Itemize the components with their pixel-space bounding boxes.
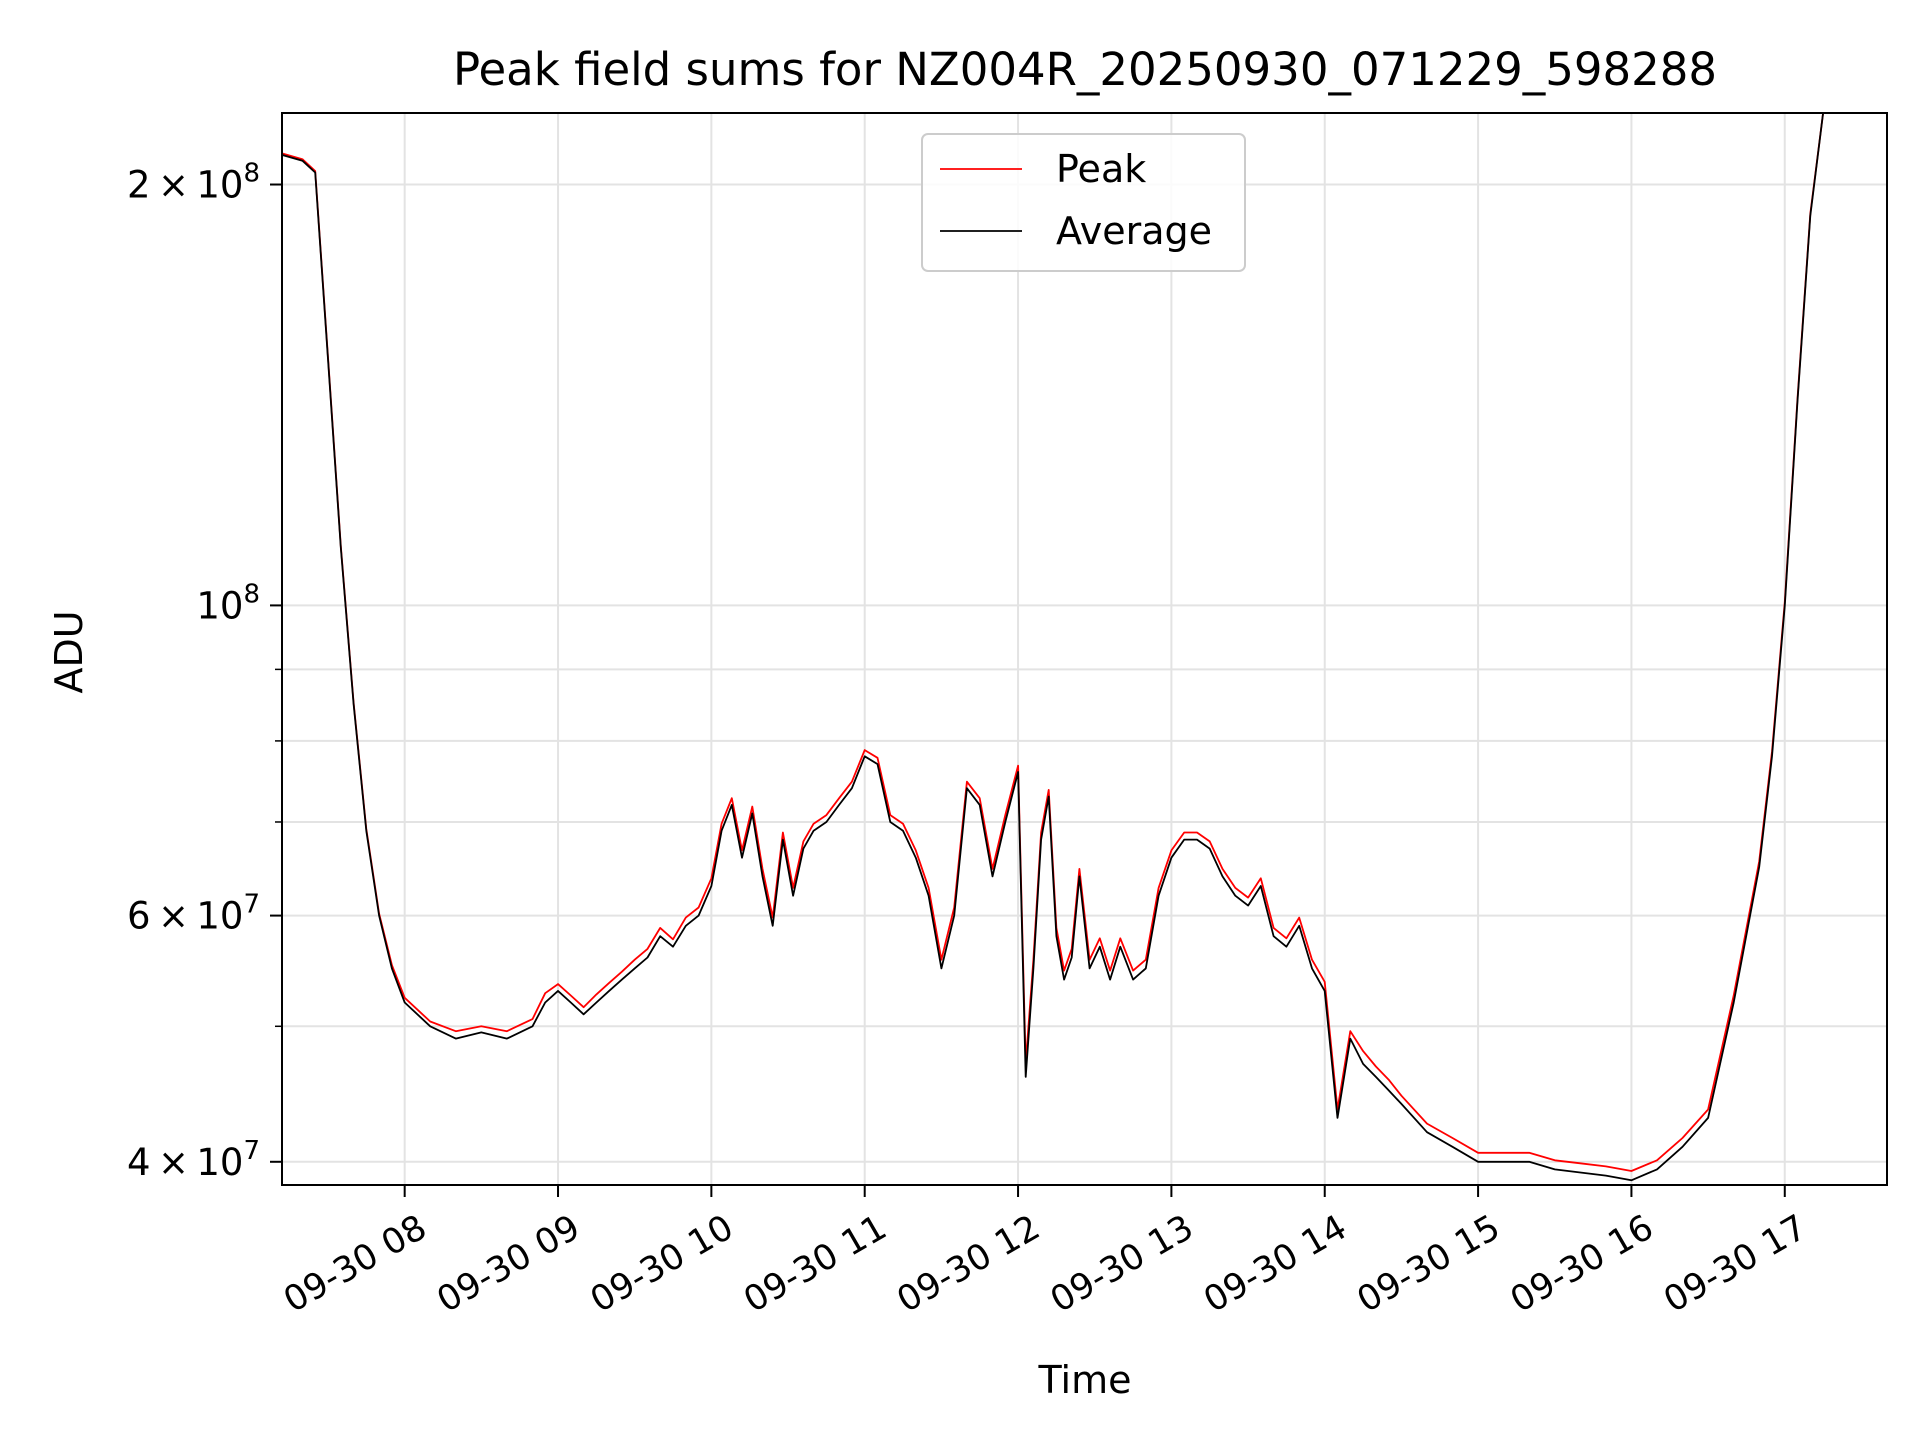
y-tick-mantissa: 4	[127, 1141, 151, 1184]
chart-title: Peak field sums for NZ004R_20250930_0712…	[453, 43, 1717, 96]
series-line-average	[282, 113, 1887, 1182]
y-tick-label: 4 × 107	[127, 1136, 260, 1184]
y-tick-base: 10	[196, 1141, 243, 1184]
legend: Peak Average	[921, 133, 1246, 272]
y-tick-base: 10	[196, 895, 243, 938]
y-tick-label: 108	[196, 579, 260, 627]
y-axis-label: ADU	[47, 610, 91, 693]
y-tick-label: 2 × 108	[127, 159, 260, 207]
y-tick-exponent: 7	[243, 890, 260, 920]
y-tick-times: ×	[151, 1141, 197, 1184]
y-tick-base: 10	[196, 164, 243, 207]
y-tick-exponent: 7	[243, 1136, 260, 1166]
y-tick-exponent: 8	[243, 579, 260, 609]
legend-label-peak: Peak	[1056, 147, 1146, 191]
y-tick-base: 10	[196, 584, 243, 627]
plot-lines	[282, 113, 1887, 1182]
y-tick-mantissa: 6	[127, 895, 151, 938]
plot-frame	[281, 112, 1888, 1186]
y-tick-times: ×	[151, 895, 197, 938]
y-tick-mantissa: 2	[127, 164, 151, 207]
y-tick-label: 6 × 107	[127, 890, 260, 938]
grid	[282, 113, 1887, 1185]
y-tick-times: ×	[151, 164, 197, 207]
x-axis-label: Time	[1038, 1358, 1132, 1402]
legend-label-average: Average	[1056, 209, 1212, 253]
y-tick-exponent: 8	[243, 159, 260, 189]
